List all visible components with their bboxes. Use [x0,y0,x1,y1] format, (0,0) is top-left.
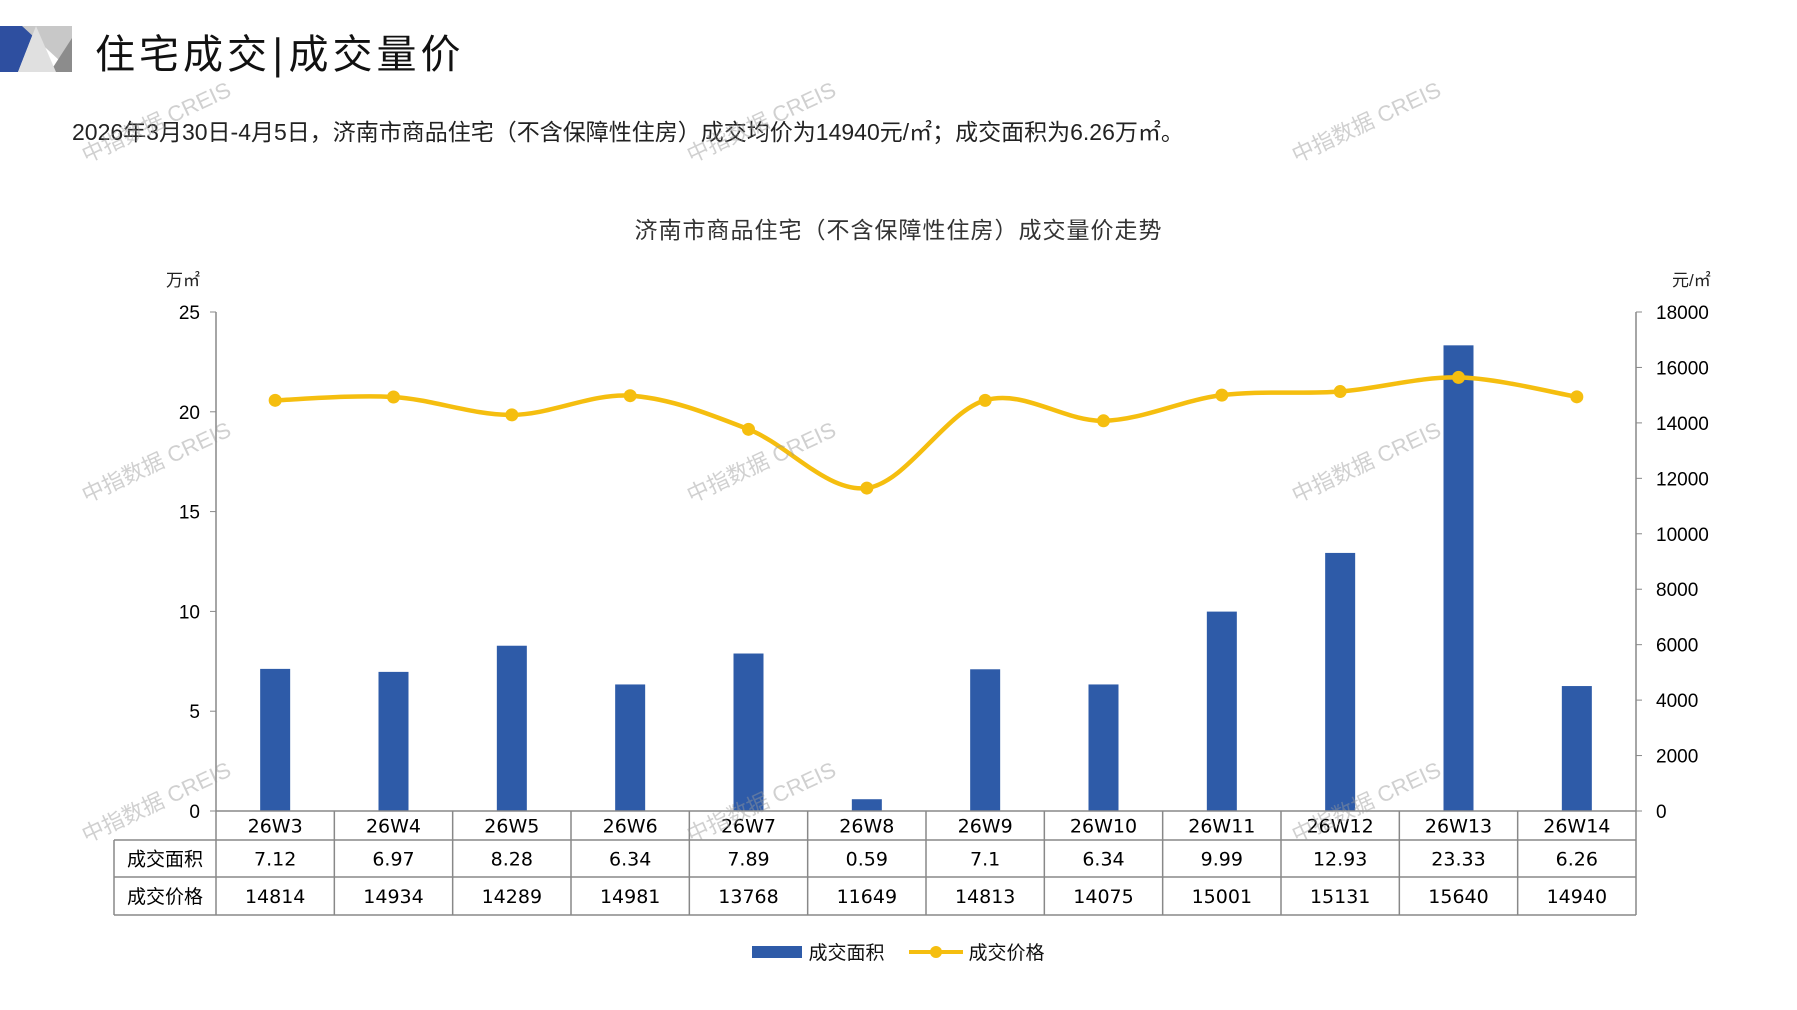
category-label: 26W5 [484,816,539,838]
table-cell-area: 6.34 [609,849,651,871]
left-tick-label: 0 [189,802,200,823]
bar-26W5 [496,645,527,811]
right-axis-unit: 元/㎡ [1672,271,1711,290]
left-tick-label: 5 [189,702,200,723]
table-cell-area: 6.34 [1082,849,1124,871]
table-cell-area: 6.26 [1556,849,1598,871]
price-point-26W8 [860,481,874,495]
left-tick-label: 20 [179,403,200,424]
left-tick-label: 10 [179,602,200,623]
legend-bar-swatch-icon [752,945,803,958]
category-label: 26W11 [1188,816,1255,838]
category-label: 26W13 [1425,816,1492,838]
legend-label: 成交面积 [808,943,885,964]
bar-26W9 [970,669,1001,811]
category-label: 26W10 [1070,816,1137,838]
table-cell-price: 14814 [245,886,305,908]
table-cell-area: 0.59 [846,849,888,871]
price-point-26W4 [387,390,400,404]
right-tick-label: 16000 [1656,358,1709,379]
price-point-26W10 [1097,414,1110,428]
left-tick-label: 15 [179,503,200,524]
table-cell-area: 9.99 [1201,849,1243,871]
bar-26W3 [260,668,291,811]
price-point-26W13 [1452,370,1465,384]
right-tick-label: 2000 [1656,747,1698,768]
right-tick-label: 10000 [1656,525,1709,546]
price-point-26W12 [1333,385,1347,399]
table-cell-area: 7.89 [727,849,769,871]
table-cell-price: 13768 [718,886,778,908]
page-title: 住宅成交|成交量价 [95,32,465,78]
table-cell-price: 11649 [837,886,897,908]
left-axis-unit: 万㎡ [166,271,200,290]
bar-26W11 [1206,611,1237,811]
right-tick-label: 0 [1656,802,1667,823]
category-label: 26W12 [1307,816,1374,838]
price-point-26W9 [978,393,992,407]
bar-26W10 [1088,684,1119,811]
legend-item-price[interactable]: 成交价格 [908,938,1045,965]
category-label: 26W8 [839,816,894,838]
bar-26W6 [615,684,646,811]
price-point-26W14 [1570,390,1584,404]
bar-26W4 [378,671,409,811]
category-label: 26W4 [366,816,421,838]
price-point-26W7 [742,422,755,436]
category-label: 26W14 [1543,816,1610,838]
right-tick-label: 12000 [1656,469,1709,490]
table-cell-area: 23.33 [1431,849,1485,871]
table-cell-price: 14934 [363,886,423,908]
price-point-26W11 [1215,388,1229,402]
table-cell-price: 14075 [1073,886,1133,908]
category-label: 26W9 [958,816,1013,838]
category-label: 26W3 [248,816,303,838]
table-cell-area: 12.93 [1313,849,1367,871]
bar-26W13 [1443,345,1474,811]
table-cell-area: 7.1 [970,849,1000,871]
price-point-26W3 [268,393,282,407]
table-cell-price: 15001 [1192,886,1252,908]
table-cell-area: 6.97 [372,849,414,871]
right-tick-label: 6000 [1656,636,1698,657]
category-label: 26W6 [603,816,658,838]
price-point-26W5 [505,408,519,422]
legend-item-area[interactable]: 成交面积 [752,938,885,965]
bar-26W8 [851,799,882,811]
legend-label: 成交价格 [968,943,1045,964]
right-tick-label: 4000 [1656,691,1698,712]
summary-text: 2026年3月30日-4月5日，济南市商品住宅（不含保障性住房）成交均价为149… [72,119,1184,145]
table-cell-price: 15131 [1310,886,1370,908]
table-row-label: 成交价格 [127,886,203,908]
table-cell-price: 15640 [1428,886,1488,908]
right-tick-label: 18000 [1656,303,1709,324]
table-row-label: 成交面积 [127,849,203,871]
right-tick-label: 8000 [1656,580,1698,601]
bar-26W14 [1561,686,1592,811]
table-cell-price: 14813 [955,886,1015,908]
price-line [275,375,1578,491]
right-tick-label: 14000 [1656,414,1709,435]
bar-26W12 [1325,552,1356,811]
table-cell-area: 7.12 [254,849,296,871]
category-label: 26W7 [721,816,776,838]
legend-line-swatch-icon [908,945,963,958]
bar-26W7 [733,653,764,811]
table-cell-area: 8.28 [491,849,533,871]
legend: 成交面积 成交价格 [0,938,1797,965]
price-point-26W6 [623,389,637,403]
table-cell-price: 14940 [1547,886,1607,908]
brand-logo [0,26,72,72]
chart-title: 济南市商品住宅（不含保障性住房）成交量价走势 [634,217,1163,243]
table-cell-price: 14289 [482,886,542,908]
left-tick-label: 25 [179,303,200,324]
table-cell-price: 14981 [600,886,660,908]
